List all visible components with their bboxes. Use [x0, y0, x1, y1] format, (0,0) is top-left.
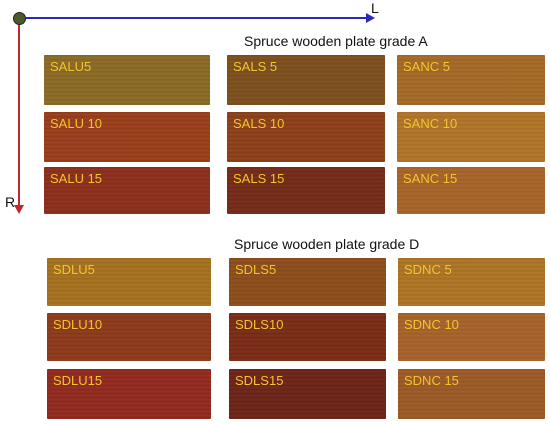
- plate-label: SDLU5: [53, 262, 95, 277]
- plate-label: SANC 10: [403, 116, 458, 131]
- plate-sdnc10: SDNC 10: [398, 313, 545, 361]
- r-axis-arrow-icon: [14, 205, 24, 214]
- plate-label: SALS 10: [233, 116, 285, 131]
- plate-label: SALU 10: [50, 116, 103, 131]
- plate-salu5: SALU5: [44, 55, 210, 105]
- plate-label: SDLS10: [235, 317, 284, 332]
- r-axis-line: [18, 19, 20, 207]
- origin-marker: [13, 12, 26, 25]
- plate-label: SDLS5: [235, 262, 277, 277]
- plate-salu15: SALU 15: [44, 167, 210, 214]
- plate-sdls5: SDLS5: [229, 258, 386, 306]
- plate-label: SDLU15: [53, 373, 103, 388]
- plate-sdlu5: SDLU5: [47, 258, 211, 306]
- plate-sals5: SALS 5: [227, 55, 385, 105]
- plate-sanc10: SANC 10: [397, 112, 545, 162]
- plate-label: SDNC 15: [404, 373, 459, 388]
- plate-salu10: SALU 10: [44, 112, 210, 162]
- grade-a-heading: Spruce wooden plate grade A: [244, 33, 428, 49]
- plate-sanc15: SANC 15: [397, 167, 545, 214]
- plate-sdls15: SDLS15: [229, 369, 386, 419]
- l-axis-label: L: [371, 0, 379, 16]
- plate-sanc5: SANC 5: [397, 55, 545, 105]
- plate-label: SALS 5: [233, 59, 278, 74]
- plate-label: SANC 5: [403, 59, 450, 74]
- grade-d-heading: Spruce wooden plate grade D: [234, 236, 420, 252]
- plate-sals10: SALS 10: [227, 112, 385, 162]
- plate-label: SANC 15: [403, 171, 458, 186]
- plate-sdnc5: SDNC 5: [398, 258, 545, 306]
- l-axis-arrow-icon: [366, 13, 375, 23]
- plate-label: SDLU10: [53, 317, 103, 332]
- plate-label: SALU 15: [50, 171, 103, 186]
- plate-label: SALS 15: [233, 171, 285, 186]
- plate-label: SDLS15: [235, 373, 284, 388]
- l-axis-line: [20, 17, 368, 19]
- plate-label: SDNC 5: [404, 262, 452, 277]
- plate-label: SALU5: [50, 59, 92, 74]
- r-axis-label: R: [5, 194, 16, 210]
- plate-sdnc15: SDNC 15: [398, 369, 545, 419]
- plate-sdls10: SDLS10: [229, 313, 386, 361]
- plate-sdlu15: SDLU15: [47, 369, 211, 419]
- plate-sals15: SALS 15: [227, 167, 385, 214]
- plate-label: SDNC 10: [404, 317, 459, 332]
- plate-sdlu10: SDLU10: [47, 313, 211, 361]
